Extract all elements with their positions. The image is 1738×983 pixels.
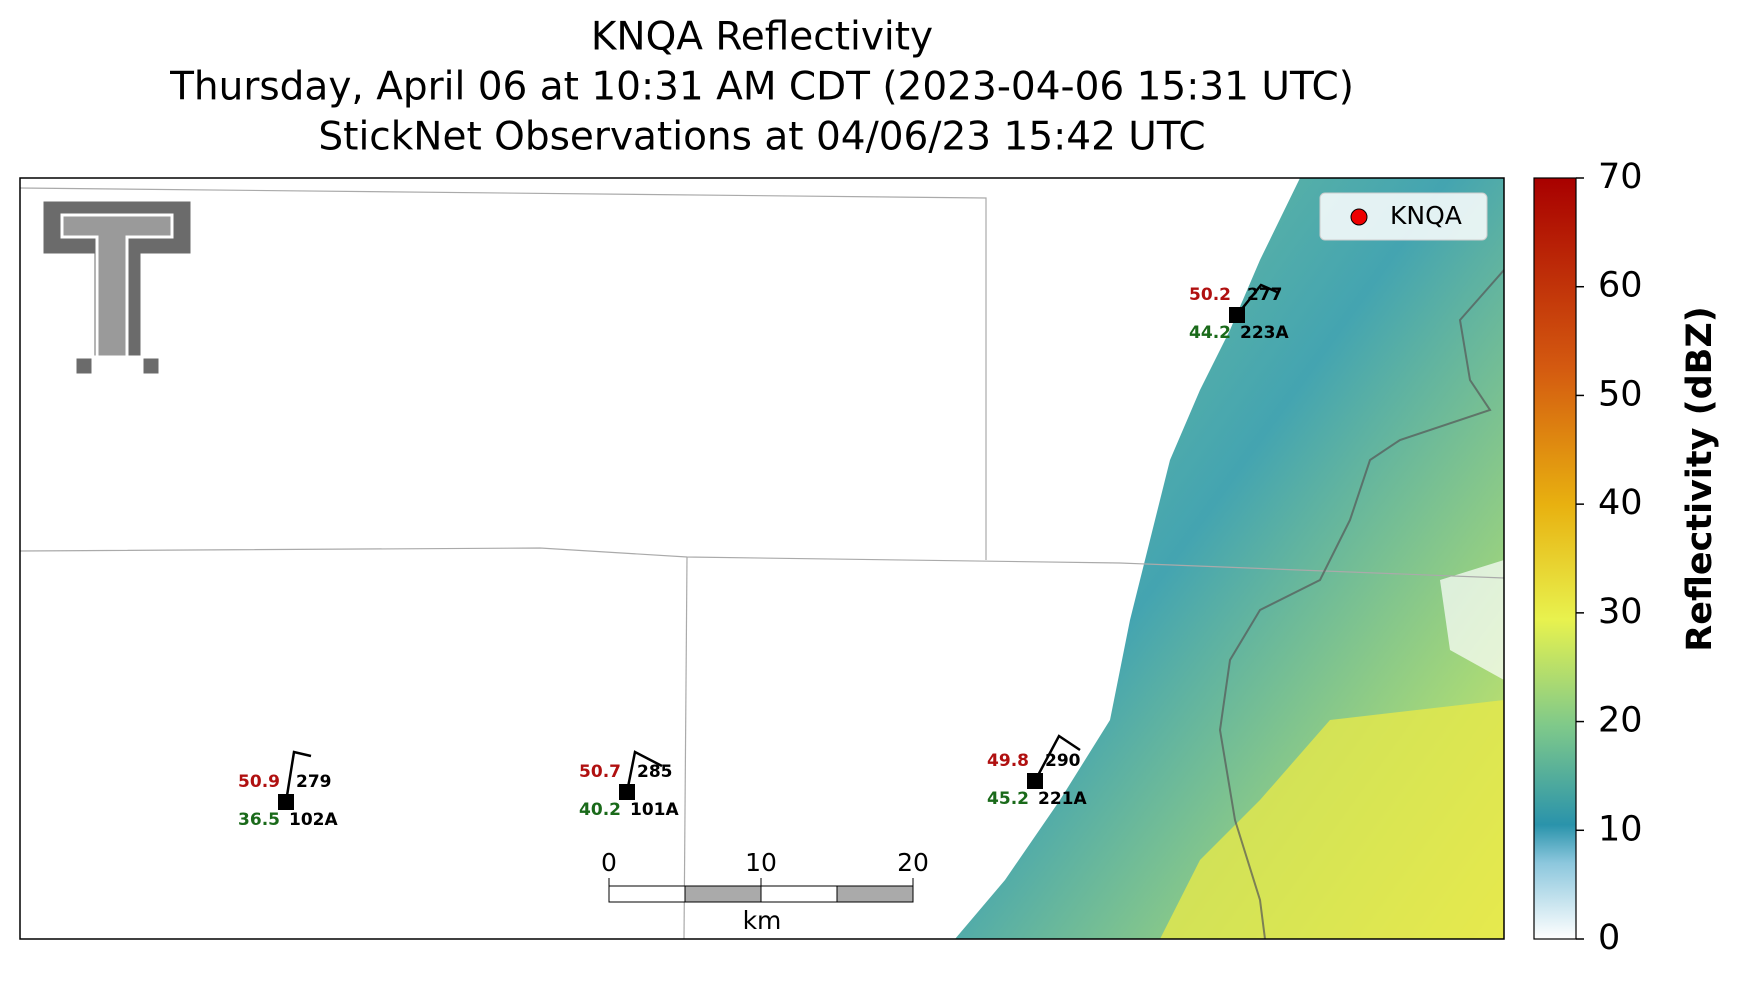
temperature: 50.7 (579, 762, 621, 782)
colorbar: Reflectivity (dBZ) 0 10 20 30 40 50 60 70 (1533, 157, 1720, 958)
radar-gap (1440, 560, 1504, 680)
title: KNQA Reflectivity (591, 15, 933, 60)
radar-echo-core (1160, 700, 1504, 939)
temperature: 50.2 (1189, 285, 1231, 305)
temperature: 50.9 (238, 772, 280, 792)
station-id: 102A (289, 810, 338, 830)
colorbar-tick-label: 70 (1598, 157, 1643, 197)
wind-barb (284, 750, 312, 803)
legend: KNQA (1319, 192, 1488, 241)
colorbar-tick-label: 10 (1598, 809, 1643, 849)
scale-unit: km (743, 906, 782, 935)
legend-label: KNQA (1390, 201, 1462, 230)
scale-tick-label: 20 (897, 848, 929, 877)
station-marker (1229, 307, 1245, 323)
station-value: 285 (637, 762, 673, 782)
county-line (20, 187, 987, 560)
wind-barb (1033, 734, 1081, 782)
dewpoint: 45.2 (987, 789, 1029, 809)
legend-marker (1350, 208, 1368, 226)
subtitle: Thursday, April 06 at 10:31 AM CDT (2023… (169, 65, 1354, 110)
subtitle: StickNet Observations at 04/06/23 15:42 … (318, 115, 1205, 160)
wind-barb (625, 750, 663, 793)
scale-tick-label: 0 (601, 848, 617, 877)
station-value: 277 (1247, 285, 1283, 305)
scale-segment (684, 885, 762, 903)
station-id: 101A (630, 800, 679, 820)
scale-segment (836, 885, 914, 903)
colorbar-label: Reflectivity (dBZ) (1680, 306, 1720, 652)
station-id: 221A (1038, 789, 1087, 809)
wind-barb (1236, 283, 1278, 316)
map (20, 178, 1504, 939)
dewpoint: 44.2 (1189, 323, 1231, 343)
scale-segment (760, 885, 838, 903)
scale-bar: km 0 10 20 (601, 848, 929, 935)
titles: KNQA Reflectivity Thursday, April 06 at … (169, 15, 1354, 160)
colorbar-scale (1533, 177, 1577, 940)
scale-tick-label: 10 (745, 848, 777, 877)
station-value: 290 (1045, 751, 1081, 771)
station-marker (278, 794, 294, 810)
station-marker (619, 784, 635, 800)
temperature: 49.8 (987, 751, 1029, 771)
logo (40, 198, 194, 377)
colorbar-tick-label: 20 (1598, 701, 1643, 741)
colorbar-tick-label: 30 (1598, 592, 1643, 632)
colorbar-tick-label: 60 (1598, 266, 1643, 306)
map-frame (19, 177, 1505, 940)
colorbar-tick-label: 0 (1598, 918, 1620, 958)
county-line (683, 556, 688, 939)
dewpoint: 40.2 (579, 800, 621, 820)
station-id: 223A (1240, 323, 1289, 343)
river (1218, 269, 1504, 939)
scale-segment (608, 885, 686, 903)
station-value: 279 (296, 772, 332, 792)
dewpoint: 36.5 (238, 810, 280, 830)
colorbar-tick-label: 40 (1598, 483, 1643, 523)
station-marker (1027, 773, 1043, 789)
stations: 50.9 279 36.5 102A 50.7 285 40.2 101A 49.8 290 45.… (238, 283, 1289, 830)
colorbar-tick-label: 50 (1598, 374, 1643, 414)
legend-box (1319, 192, 1488, 241)
